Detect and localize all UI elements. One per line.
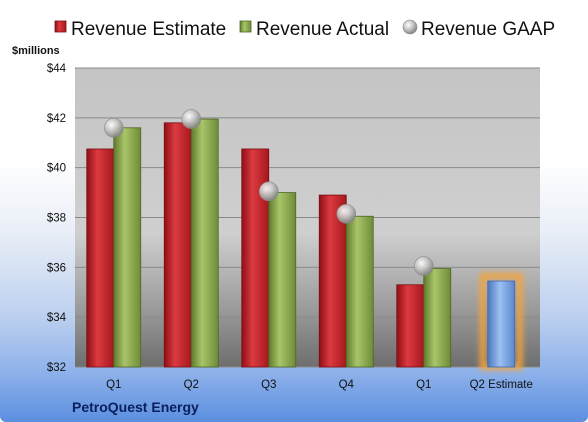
gaap-marker: [103, 118, 124, 138]
gridlines: [75, 67, 540, 368]
x-tick-label: Q2 Estimate: [470, 379, 533, 391]
gaap-markers: [103, 109, 434, 276]
legend-item-actual[interactable]: Revenue Actual: [239, 19, 389, 40]
y-axis-unit-label: $millions: [12, 45, 60, 57]
actual-bar: [423, 268, 452, 368]
company-name: PetroQuest Energy: [72, 399, 199, 415]
y-axis-ticks: $32 $34 $36 $38 $40 $42 $44: [47, 63, 67, 374]
gaap-marker: [413, 256, 434, 276]
legend-label-estimate: Revenue Estimate: [71, 19, 226, 40]
legend-label-actual: Revenue Actual: [256, 19, 389, 40]
legend-label-gaap: Revenue GAAP: [421, 19, 555, 40]
legend-item-estimate[interactable]: Revenue Estimate: [54, 19, 226, 40]
x-tick-label: Q1: [416, 379, 431, 391]
y-tick-label: $42: [47, 113, 66, 125]
legend: Revenue Estimate Revenue Actual Revenue …: [54, 19, 555, 40]
legend-swatch-gaap: [402, 19, 418, 35]
x-tick-label: Q4: [339, 379, 355, 391]
y-tick-label: $38: [47, 213, 66, 225]
legend-swatch-estimate: [54, 20, 67, 33]
estimate-bar: [86, 148, 115, 368]
y-tick-label: $40: [47, 163, 66, 175]
y-tick-label: $34: [47, 312, 67, 324]
actual-bar: [345, 215, 374, 368]
actual-bar: [113, 127, 142, 368]
estimate-bar: [318, 194, 347, 368]
estimate-bar: [396, 284, 425, 368]
gaap-marker: [258, 181, 279, 202]
estimate-bar: [163, 122, 192, 368]
y-tick-label: $44: [47, 63, 67, 75]
estimate-bar: [241, 148, 270, 368]
x-axis-ticks: Q1 Q2 Q3 Q4 Q1 Q2 Estimate: [106, 379, 533, 391]
gaap-marker: [181, 109, 202, 129]
x-tick-label: Q3: [261, 379, 276, 391]
y-tick-label: $32: [47, 362, 66, 374]
gaap-marker: [336, 203, 357, 224]
forecast-bar: [487, 280, 516, 368]
actual-bar: [268, 192, 297, 368]
actual-bar: [190, 118, 219, 368]
y-tick-label: $36: [47, 262, 66, 274]
bars: [86, 118, 523, 371]
legend-item-gaap[interactable]: Revenue GAAP: [402, 19, 555, 40]
legend-swatch-actual: [239, 20, 252, 33]
x-tick-label: Q2: [184, 379, 199, 391]
x-tick-label: Q1: [106, 379, 121, 391]
